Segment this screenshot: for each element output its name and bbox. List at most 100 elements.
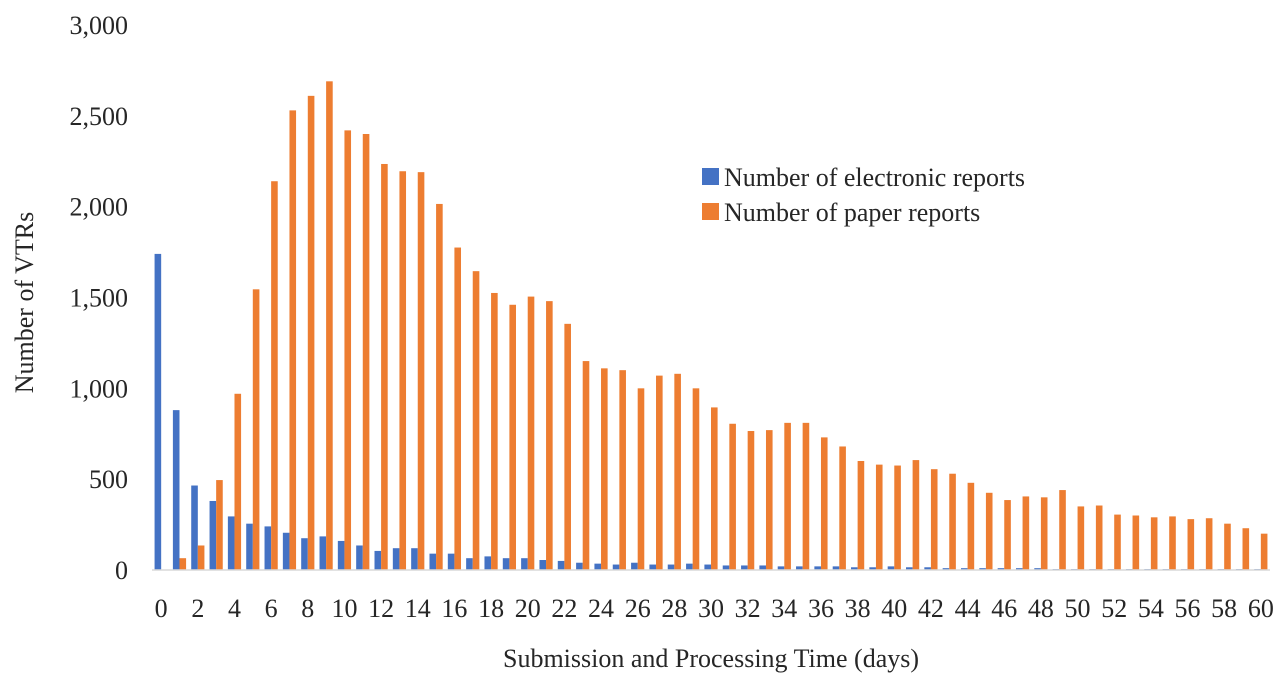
x-tick-label: 60 bbox=[1248, 594, 1274, 623]
bar-paper bbox=[399, 171, 407, 571]
bar-electronic bbox=[887, 566, 895, 570]
bar-electronic bbox=[667, 564, 675, 570]
x-tick-label: 16 bbox=[441, 594, 467, 623]
bar-electronic bbox=[356, 545, 363, 570]
bar-paper bbox=[875, 464, 883, 570]
x-tick-label: 56 bbox=[1175, 594, 1201, 623]
bar-electronic bbox=[172, 410, 180, 570]
bar-electronic bbox=[429, 553, 437, 570]
bar-paper bbox=[1004, 500, 1011, 570]
y-tick-label: 2,500 bbox=[70, 102, 129, 131]
bar-electronic bbox=[227, 516, 235, 570]
bar-electronic bbox=[997, 568, 1005, 570]
bar-paper bbox=[1150, 517, 1158, 570]
bar-electronic bbox=[741, 565, 748, 570]
bar-paper bbox=[784, 422, 791, 570]
bar-paper bbox=[417, 172, 425, 570]
legend-swatch bbox=[702, 168, 719, 185]
bar-paper bbox=[252, 289, 260, 570]
y-tick-label: 500 bbox=[89, 465, 128, 494]
x-tick-label: 12 bbox=[368, 594, 394, 623]
bar-paper bbox=[985, 492, 993, 570]
x-tick-label: 4 bbox=[228, 594, 241, 623]
bar-electronic bbox=[484, 556, 492, 571]
bar-electronic bbox=[686, 563, 693, 570]
x-tick-label: 26 bbox=[625, 594, 651, 623]
y-tick-label: 1,000 bbox=[70, 374, 129, 403]
bar-paper bbox=[857, 461, 865, 570]
bar-electronic bbox=[631, 562, 638, 570]
bar-paper bbox=[692, 388, 700, 570]
bar-paper bbox=[197, 545, 205, 570]
bar-paper bbox=[344, 130, 352, 570]
bar-electronic bbox=[704, 564, 711, 570]
bar-electronic bbox=[722, 565, 730, 570]
bar-paper bbox=[820, 437, 828, 570]
bar-paper bbox=[894, 465, 901, 570]
bar-paper bbox=[930, 469, 938, 570]
y-tick-label: 3,000 bbox=[70, 11, 129, 40]
bar-electronic bbox=[796, 566, 803, 570]
x-tick-label: 20 bbox=[515, 594, 541, 623]
bar-electronic bbox=[411, 548, 418, 570]
bar-electronic bbox=[521, 558, 528, 570]
bar-paper bbox=[765, 430, 773, 570]
bar-electronic bbox=[392, 548, 400, 570]
legend-label: Number of electronic reports bbox=[724, 163, 1025, 192]
bar-paper bbox=[381, 163, 388, 571]
x-tick-label: 32 bbox=[735, 594, 761, 623]
x-tick-label: 10 bbox=[331, 594, 357, 623]
bar-electronic bbox=[337, 540, 345, 570]
bar-paper bbox=[509, 304, 516, 570]
bar-paper bbox=[1224, 523, 1231, 570]
bar-electronic bbox=[319, 536, 327, 570]
x-tick-label: 44 bbox=[955, 594, 981, 623]
legend-label: Number of paper reports bbox=[724, 198, 980, 227]
x-tick-label: 34 bbox=[771, 594, 797, 623]
bar-paper bbox=[747, 431, 755, 570]
bar-electronic bbox=[832, 566, 840, 570]
bar-paper bbox=[802, 422, 810, 570]
bar-paper bbox=[1059, 490, 1066, 570]
bar-paper bbox=[711, 407, 718, 570]
bar-paper bbox=[527, 296, 535, 570]
bar-electronic bbox=[466, 558, 473, 570]
bar-paper bbox=[601, 368, 608, 570]
bar-electronic bbox=[502, 558, 510, 570]
bar-electronic bbox=[209, 500, 217, 570]
y-axis-title: Number of VTRs bbox=[10, 212, 39, 394]
bar-electronic bbox=[154, 253, 162, 570]
bar-paper bbox=[967, 482, 975, 570]
bar-electronic bbox=[960, 568, 968, 570]
bar-electronic bbox=[612, 564, 620, 570]
x-axis-ticks: 0 2 4 6 8 10 12 14 16 18 20 22 24 26 28 30 32 34 36 38 40 42 4… bbox=[155, 594, 1274, 623]
bar-paper bbox=[307, 95, 315, 570]
bars-group bbox=[154, 81, 1268, 571]
bar-paper bbox=[216, 480, 223, 570]
bar-paper bbox=[564, 323, 571, 570]
bar-electronic bbox=[649, 564, 657, 570]
bar-paper bbox=[1022, 496, 1030, 570]
x-tick-label: 38 bbox=[845, 594, 871, 623]
x-tick-label: 14 bbox=[405, 594, 431, 623]
bar-paper bbox=[839, 446, 846, 570]
x-tick-label: 40 bbox=[881, 594, 907, 623]
legend-swatch bbox=[702, 203, 719, 220]
x-axis-title: Submission and Processing Time (days) bbox=[503, 644, 919, 673]
bar-electronic bbox=[557, 560, 565, 570]
bar-electronic bbox=[301, 538, 308, 570]
x-tick-label: 24 bbox=[588, 594, 614, 623]
bar-paper bbox=[326, 81, 333, 570]
x-tick-label: 52 bbox=[1101, 594, 1127, 623]
x-tick-label: 8 bbox=[301, 594, 314, 623]
bar-paper bbox=[289, 110, 297, 570]
bar-paper bbox=[362, 134, 370, 570]
bar-electronic bbox=[979, 568, 986, 570]
bar-electronic bbox=[777, 566, 785, 570]
bar-paper bbox=[454, 247, 462, 571]
bar-paper bbox=[1132, 515, 1140, 570]
bar-paper bbox=[546, 301, 553, 570]
y-tick-label: 0 bbox=[115, 556, 128, 585]
x-tick-label: 18 bbox=[478, 594, 504, 623]
